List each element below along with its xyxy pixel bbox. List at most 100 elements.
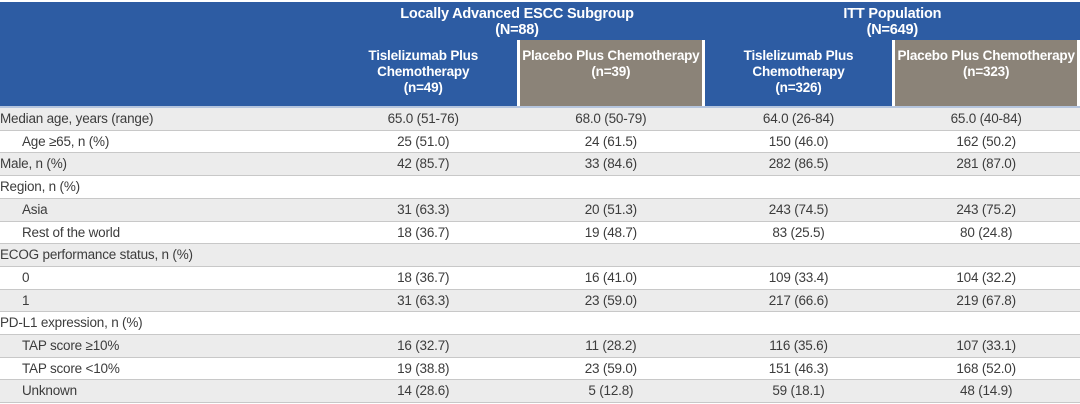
cell-value: 20 (51.3): [517, 198, 705, 222]
table-header: Locally Advanced ESCC Subgroup (N=88) IT…: [0, 2, 1080, 108]
table-row: Rest of the world 18 (36.7) 19 (48.7) 83…: [0, 221, 1080, 245]
column-n: (n=323): [963, 64, 1010, 79]
row-label: 0: [0, 266, 330, 290]
cell-value: 5 (12.8): [517, 379, 705, 404]
cell-value: 33 (84.6): [517, 152, 705, 177]
row-label: Asia: [0, 198, 330, 222]
cell-value: 23 (59.0): [517, 357, 705, 381]
table-body: Median age, years (range) 65.0 (51-76) 6…: [0, 108, 1080, 404]
cell-value: [704, 311, 893, 336]
row-label: TAP score ≥10%: [0, 334, 330, 358]
cell-value: 18 (36.7): [329, 266, 518, 290]
cell-value: 42 (85.7): [329, 152, 518, 177]
column-header-placebo-itt: Placebo Plus Chemotherapy (n=323): [892, 40, 1080, 106]
row-label: TAP score <10%: [0, 357, 330, 381]
cell-value: 217 (66.6): [704, 289, 893, 313]
cell-value: 107 (33.1): [892, 334, 1080, 358]
cell-value: [704, 175, 893, 199]
cell-value: 19 (48.7): [517, 221, 705, 245]
cell-value: [704, 243, 893, 267]
cell-value: 16 (32.7): [329, 334, 518, 358]
cell-value: 282 (86.5): [704, 152, 893, 177]
row-label: Median age, years (range): [0, 108, 330, 131]
table-row: Region, n (%): [0, 175, 1080, 199]
cell-value: 116 (35.6): [704, 334, 893, 358]
group-title: Locally Advanced ESCC Subgroup: [400, 6, 634, 22]
cell-value: 68.0 (50-79): [517, 108, 705, 131]
column-n: (n=326): [775, 80, 822, 95]
cell-value: 59 (18.1): [704, 379, 893, 404]
cell-value: 31 (63.3): [329, 289, 518, 313]
cell-value: [892, 311, 1080, 336]
cell-value: [517, 175, 705, 199]
column-group-escc-subgroup: Locally Advanced ESCC Subgroup (N=88): [329, 2, 704, 40]
cell-value: 11 (28.2): [517, 334, 705, 358]
cell-value: 31 (63.3): [329, 198, 518, 222]
cell-value: 151 (46.3): [704, 357, 893, 381]
cell-value: 168 (52.0): [892, 357, 1080, 381]
cell-value: [329, 311, 518, 336]
row-label: Region, n (%): [0, 175, 330, 199]
row-label: Unknown: [0, 379, 330, 404]
column-header-tislelizumab-itt: Tislelizumab Plus Chemotherapy (n=326): [705, 40, 893, 106]
table-row: Unknown 14 (28.6) 5 (12.8) 59 (18.1) 48 …: [0, 379, 1080, 404]
cell-value: 64.0 (26-84): [704, 108, 893, 131]
cell-value: 24 (61.5): [517, 130, 705, 154]
table-row: 1 31 (63.3) 23 (59.0) 217 (66.6) 219 (67…: [0, 289, 1080, 313]
cell-value: 18 (36.7): [329, 221, 518, 245]
column-name: Placebo Plus Chemotherapy: [522, 48, 700, 63]
table-row: PD-L1 expression, n (%): [0, 311, 1080, 336]
table-row: TAP score <10% 19 (38.8) 23 (59.0) 151 (…: [0, 357, 1080, 381]
header-stub: [0, 2, 329, 40]
cell-value: 65.0 (40-84): [892, 108, 1080, 131]
cell-value: [892, 175, 1080, 199]
cell-value: 80 (24.8): [892, 221, 1080, 245]
column-header-row: Tislelizumab Plus Chemotherapy (n=49) Pl…: [0, 40, 1080, 106]
table-row: TAP score ≥10% 16 (32.7) 11 (28.2) 116 (…: [0, 334, 1080, 358]
cell-value: 25 (51.0): [329, 130, 518, 154]
table-row: Age ≥65, n (%) 25 (51.0) 24 (61.5) 150 (…: [0, 130, 1080, 154]
cell-value: 19 (38.8): [329, 357, 518, 381]
cell-value: [329, 175, 518, 199]
cell-value: [329, 243, 518, 267]
cell-value: 162 (50.2): [892, 130, 1080, 154]
column-header-tislelizumab-subgroup: Tislelizumab Plus Chemotherapy (n=49): [329, 40, 517, 106]
group-n: (N=649): [866, 22, 919, 38]
cell-value: 281 (87.0): [892, 152, 1080, 177]
cell-value: 23 (59.0): [517, 289, 705, 313]
cell-value: 243 (74.5): [704, 198, 893, 222]
row-label: ECOG performance status, n (%): [0, 243, 330, 267]
cell-value: 243 (75.2): [892, 198, 1080, 222]
row-label: PD-L1 expression, n (%): [0, 311, 330, 336]
row-label: 1: [0, 289, 330, 313]
cell-value: [517, 311, 705, 336]
row-label: Male, n (%): [0, 152, 330, 177]
group-title: ITT Population: [843, 6, 942, 22]
cell-value: [517, 243, 705, 267]
row-label: Rest of the world: [0, 221, 330, 245]
column-name: Placebo Plus Chemotherapy: [897, 48, 1075, 63]
cell-value: 104 (32.2): [892, 266, 1080, 290]
column-name: Tislelizumab Plus Chemotherapy: [368, 48, 479, 79]
cell-value: 48 (14.9): [892, 379, 1080, 404]
cell-value: 16 (41.0): [517, 266, 705, 290]
cell-value: 65.0 (51-76): [329, 108, 518, 131]
column-n: (n=49): [403, 80, 443, 95]
cell-value: 109 (33.4): [704, 266, 893, 290]
column-name: Tislelizumab Plus Chemotherapy: [743, 48, 854, 79]
cell-value: 14 (28.6): [329, 379, 518, 404]
column-group-itt-population: ITT Population (N=649): [705, 2, 1080, 40]
table-row: 0 18 (36.7) 16 (41.0) 109 (33.4) 104 (32…: [0, 266, 1080, 290]
group-n: (N=88): [495, 22, 539, 38]
cell-value: [892, 243, 1080, 267]
cell-value: 150 (46.0): [704, 130, 893, 154]
cell-value: 83 (25.5): [704, 221, 893, 245]
cell-value: 219 (67.8): [892, 289, 1080, 313]
table-row: Male, n (%) 42 (85.7) 33 (84.6) 282 (86.…: [0, 152, 1080, 177]
table-row: Median age, years (range) 65.0 (51-76) 6…: [0, 108, 1080, 131]
column-n: (n=39): [591, 64, 631, 79]
table-row: Asia 31 (63.3) 20 (51.3) 243 (74.5) 243 …: [0, 198, 1080, 222]
table-row: ECOG performance status, n (%): [0, 243, 1080, 267]
row-label: Age ≥65, n (%): [0, 130, 330, 154]
